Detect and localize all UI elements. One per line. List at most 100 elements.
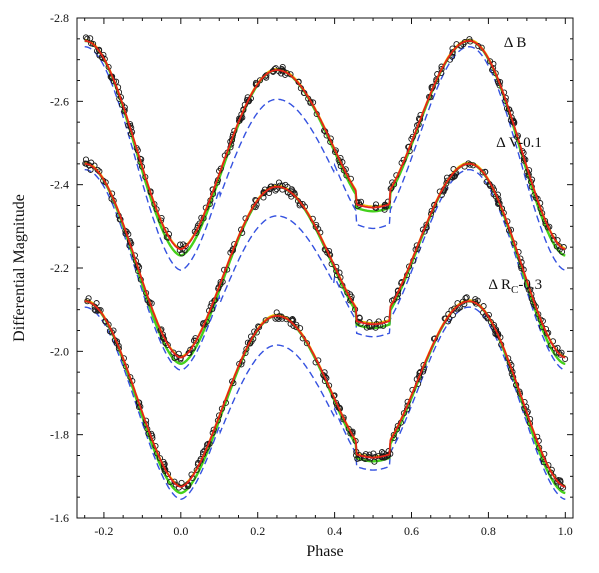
observation-point bbox=[185, 349, 192, 357]
observation-point bbox=[474, 297, 481, 304]
observation-point bbox=[164, 341, 171, 349]
observation-point bbox=[283, 316, 290, 323]
observation-point bbox=[95, 306, 102, 314]
observation-point bbox=[88, 40, 95, 47]
band-label-rc: Δ RC-0.3 bbox=[488, 277, 542, 296]
observation-point bbox=[92, 307, 99, 314]
observation-point bbox=[275, 179, 283, 186]
observation-point bbox=[262, 317, 269, 324]
y-tick-label: -2.4 bbox=[50, 178, 69, 192]
observation-point bbox=[370, 450, 377, 457]
observation-point bbox=[178, 479, 185, 486]
observation-point bbox=[400, 410, 407, 417]
observation-point bbox=[345, 425, 352, 432]
observation-point bbox=[164, 470, 172, 478]
observation-point bbox=[487, 58, 494, 65]
x-tick-label: 0.8 bbox=[481, 524, 496, 538]
observation-point bbox=[451, 305, 458, 312]
observation-point bbox=[235, 117, 243, 125]
observation-point bbox=[562, 355, 569, 363]
observation-point bbox=[496, 200, 503, 207]
band-label-rc-suffix: -0.3 bbox=[518, 277, 542, 293]
observation-point bbox=[161, 463, 168, 470]
observation-point bbox=[282, 181, 289, 188]
observation-point bbox=[438, 66, 445, 73]
observation-point bbox=[192, 337, 199, 344]
observation-point bbox=[494, 332, 502, 339]
observation-points bbox=[82, 34, 569, 491]
observation-point bbox=[537, 316, 544, 323]
band-label-rc-sub: C bbox=[511, 284, 518, 296]
observation-point bbox=[263, 72, 270, 79]
observation-point bbox=[91, 303, 98, 310]
observation-point bbox=[371, 458, 378, 465]
band-labels: Δ B Δ V-0.1 Δ RC-0.3 bbox=[488, 35, 542, 296]
x-tick-label: 0.0 bbox=[173, 524, 188, 538]
observation-point bbox=[85, 295, 92, 302]
observation-point bbox=[261, 189, 268, 196]
observation-point bbox=[170, 349, 177, 356]
observation-point bbox=[184, 483, 192, 490]
y-axis-title: Differential Magnitude bbox=[11, 194, 28, 342]
observation-point bbox=[172, 481, 179, 488]
y-tick-label: -2.2 bbox=[50, 261, 69, 275]
light-curves bbox=[84, 38, 566, 501]
y-tick-label: -1.6 bbox=[50, 511, 69, 525]
y-tick-label: -2.8 bbox=[50, 11, 69, 25]
model-curve-red bbox=[84, 39, 566, 251]
x-tick-label: 0.4 bbox=[327, 524, 342, 538]
observation-point bbox=[475, 43, 482, 50]
observation-point bbox=[303, 340, 310, 347]
y-tick-label: -1.8 bbox=[50, 428, 69, 442]
observation-point bbox=[478, 44, 485, 51]
observation-point bbox=[555, 349, 562, 356]
observation-point bbox=[272, 187, 279, 194]
observation-point bbox=[177, 354, 184, 362]
observation-point bbox=[256, 324, 263, 331]
observation-point bbox=[390, 431, 397, 438]
x-tick-label: -0.2 bbox=[94, 524, 113, 538]
observation-point bbox=[256, 77, 264, 84]
x-tick-label: 0.2 bbox=[250, 524, 265, 538]
observation-point bbox=[87, 166, 94, 173]
observation-point bbox=[262, 73, 269, 80]
model-curve-blue-dashed bbox=[84, 169, 566, 371]
observation-point bbox=[266, 186, 273, 193]
x-axis-title: Phase bbox=[306, 543, 343, 560]
band-label-b: Δ B bbox=[504, 35, 527, 51]
model-curve-red bbox=[84, 162, 566, 359]
observation-point bbox=[462, 295, 469, 302]
model-curve-red bbox=[84, 300, 566, 488]
model-curve-blue-dashed bbox=[84, 45, 566, 271]
observation-point bbox=[556, 243, 563, 250]
observation-point bbox=[82, 34, 89, 41]
observation-point bbox=[171, 355, 178, 362]
observation-point bbox=[243, 345, 250, 353]
observation-point bbox=[560, 484, 567, 491]
observation-point bbox=[84, 298, 91, 305]
observation-point bbox=[175, 484, 182, 491]
observation-point bbox=[552, 345, 559, 352]
observation-point bbox=[279, 63, 286, 71]
band-label-v: Δ V-0.1 bbox=[496, 135, 542, 151]
axis-ticks: -0.2 0.0 0.2 0.4 0.6 0.8 1.0 -2.8 -2.6 -2.4 -2.2 -2… bbox=[50, 11, 573, 538]
observation-point bbox=[463, 294, 470, 301]
y-tick-label: -2.6 bbox=[50, 94, 69, 108]
band-label-rc-main: Δ R bbox=[488, 277, 511, 293]
observation-point bbox=[473, 300, 480, 307]
observation-point bbox=[193, 466, 200, 474]
observation-point bbox=[293, 324, 300, 331]
observation-point bbox=[91, 306, 98, 313]
observation-point bbox=[444, 177, 451, 184]
observation-point bbox=[388, 184, 395, 191]
observation-point bbox=[372, 324, 379, 331]
observation-point bbox=[479, 169, 486, 176]
observation-point bbox=[93, 300, 100, 307]
observation-point bbox=[82, 156, 90, 163]
observation-point bbox=[187, 346, 194, 353]
x-tick-label: 1.0 bbox=[558, 524, 573, 538]
observation-point bbox=[554, 478, 561, 485]
x-tick-label: 0.6 bbox=[404, 524, 419, 538]
observation-point bbox=[273, 309, 280, 316]
